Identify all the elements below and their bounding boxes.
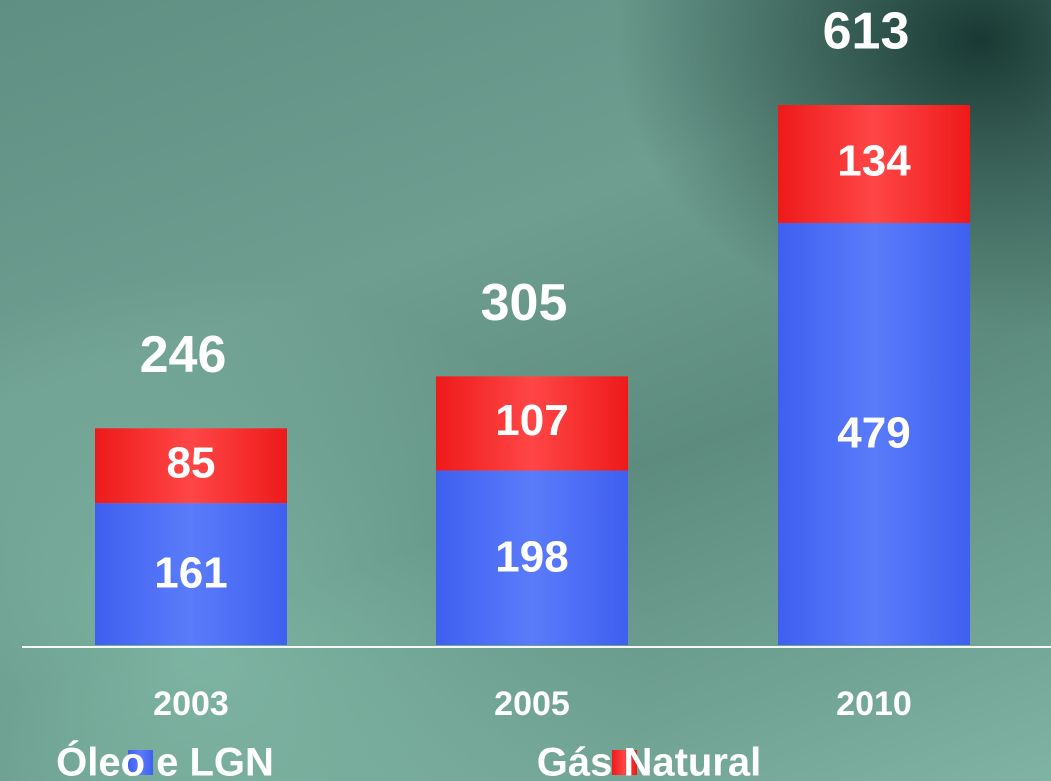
segment-label: 161 bbox=[154, 549, 227, 598]
total-label: 305 bbox=[481, 274, 568, 332]
legend-swatch bbox=[612, 750, 637, 775]
segment-label: 134 bbox=[837, 137, 911, 186]
x-tick-label: 2003 bbox=[153, 685, 229, 723]
bar-segment bbox=[95, 503, 287, 645]
legend-label: Gás Natural bbox=[537, 741, 762, 781]
bar-segment bbox=[436, 376, 628, 471]
segment-label: 107 bbox=[495, 396, 568, 445]
total-label: 246 bbox=[140, 326, 227, 384]
legend-swatch bbox=[128, 750, 153, 775]
legend-label: Óleo e LGN bbox=[56, 739, 274, 781]
bar-segment bbox=[436, 470, 628, 645]
bar-segment bbox=[95, 428, 287, 504]
x-tick-label: 2010 bbox=[836, 685, 912, 723]
bar-segment bbox=[778, 105, 970, 224]
x-tick-label: 2005 bbox=[494, 685, 570, 723]
segment-label: 85 bbox=[167, 438, 216, 487]
segment-label: 479 bbox=[837, 409, 910, 458]
segment-label: 198 bbox=[495, 532, 568, 581]
total-label: 613 bbox=[823, 3, 910, 61]
bar-segment bbox=[778, 223, 970, 645]
